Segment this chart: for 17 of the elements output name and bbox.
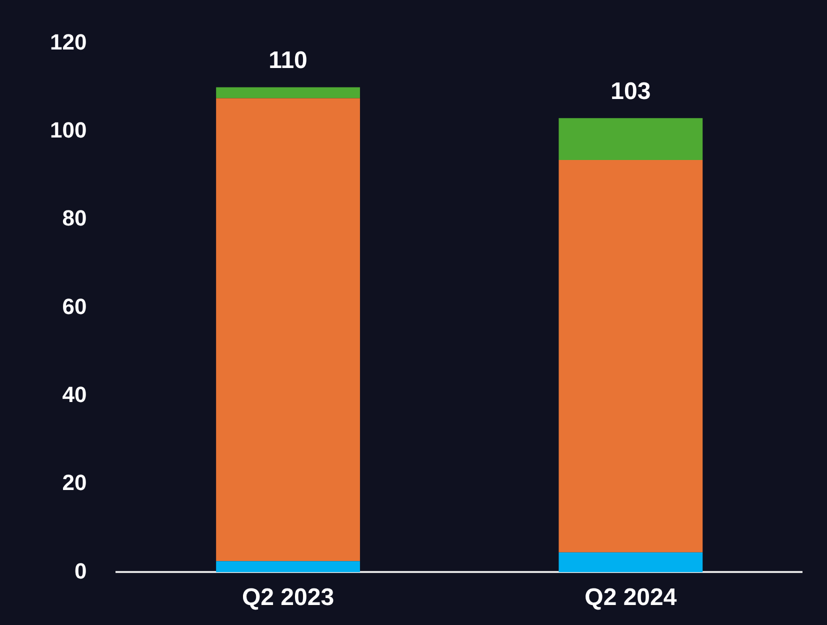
bar bbox=[558, 160, 703, 552]
y-tick-label: 60 bbox=[62, 294, 87, 319]
bar bbox=[216, 561, 360, 572]
x-tick-label: Q2 2023 bbox=[242, 584, 334, 612]
total-label: 110 bbox=[268, 46, 308, 74]
y-tick-label: 40 bbox=[62, 382, 87, 407]
x-tick-label: Q2 2024 bbox=[584, 584, 678, 612]
total-label: 103 bbox=[610, 78, 651, 105]
y-tick-label: 120 bbox=[50, 29, 87, 54]
bar bbox=[558, 552, 703, 572]
y-tick-label: 20 bbox=[62, 470, 87, 496]
bar bbox=[216, 87, 360, 98]
y-tick-label: 100 bbox=[50, 117, 87, 142]
bar bbox=[558, 118, 703, 160]
y-tick-label: 80 bbox=[62, 206, 87, 231]
y-tick-label: 0 bbox=[74, 558, 87, 584]
bar bbox=[216, 98, 360, 562]
